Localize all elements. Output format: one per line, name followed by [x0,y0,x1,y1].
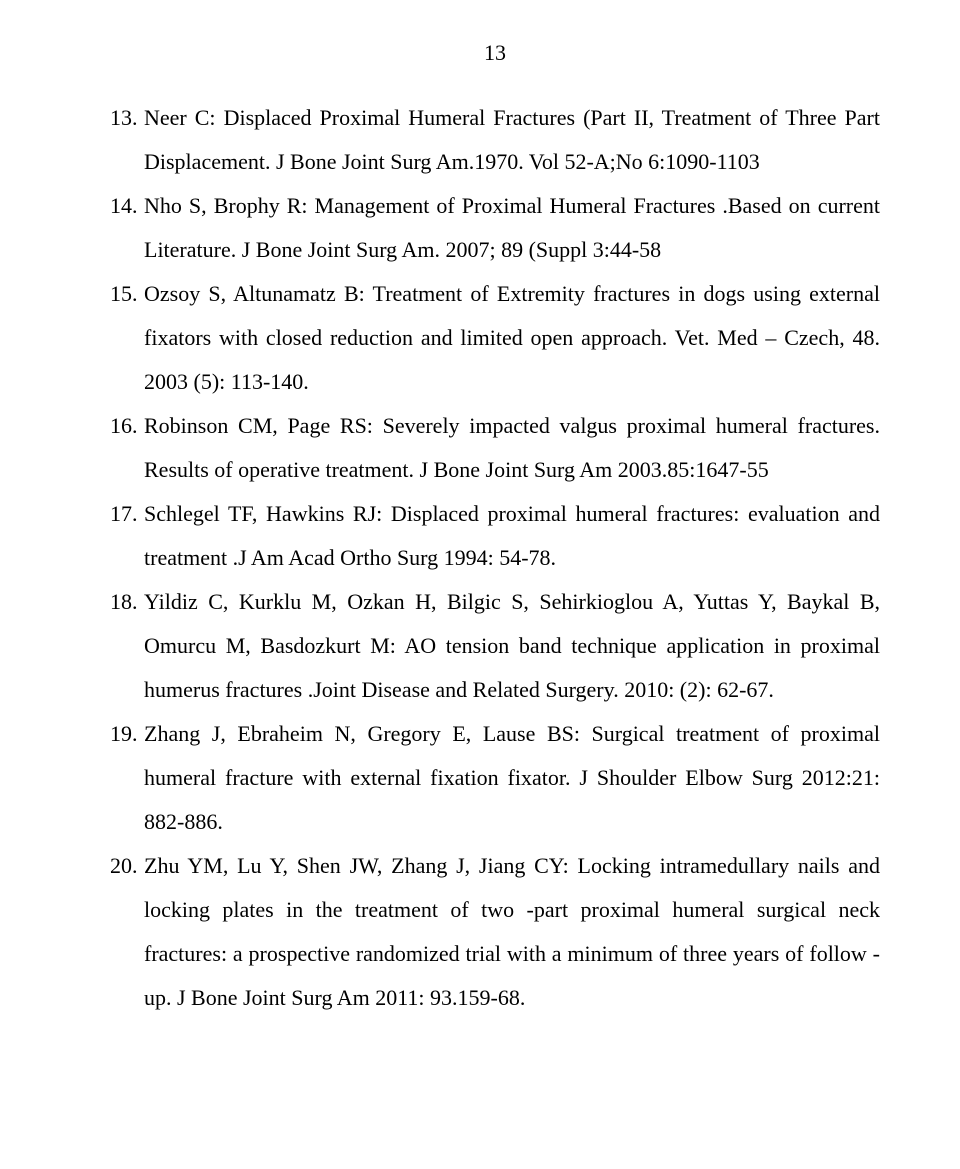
reference-text: Zhu YM, Lu Y, Shen JW, Zhang J, Jiang CY… [144,853,880,1010]
page-number: 13 [110,40,880,66]
reference-text: Ozsoy S, Altunamatz B: Treatment of Extr… [144,281,880,394]
reference-text: Robinson CM, Page RS: Severely impacted … [144,413,880,482]
reference-item: Ozsoy S, Altunamatz B: Treatment of Extr… [110,272,880,404]
reference-text: Yildiz C, Kurklu M, Ozkan H, Bilgic S, S… [144,589,880,702]
reference-list: Neer C: Displaced Proximal Humeral Fract… [110,96,880,1020]
reference-text: Nho S, Brophy R: Management of Proximal … [144,193,880,262]
reference-item: Neer C: Displaced Proximal Humeral Fract… [110,96,880,184]
document-page: 13 Neer C: Displaced Proximal Humeral Fr… [0,0,960,1080]
reference-item: Nho S, Brophy R: Management of Proximal … [110,184,880,272]
reference-item: Zhu YM, Lu Y, Shen JW, Zhang J, Jiang CY… [110,844,880,1020]
reference-item: Yildiz C, Kurklu M, Ozkan H, Bilgic S, S… [110,580,880,712]
reference-item: Schlegel TF, Hawkins RJ: Displaced proxi… [110,492,880,580]
reference-item: Robinson CM, Page RS: Severely impacted … [110,404,880,492]
reference-text: Schlegel TF, Hawkins RJ: Displaced proxi… [144,501,880,570]
reference-text: Neer C: Displaced Proximal Humeral Fract… [144,105,880,174]
reference-item: Zhang J, Ebraheim N, Gregory E, Lause BS… [110,712,880,844]
reference-text: Zhang J, Ebraheim N, Gregory E, Lause BS… [144,721,880,834]
